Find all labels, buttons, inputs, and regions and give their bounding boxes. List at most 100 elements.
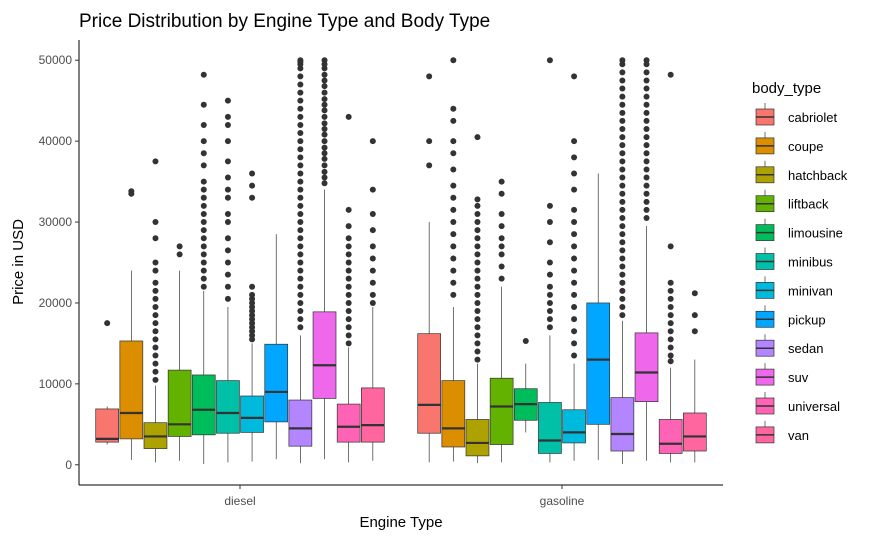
outlier-point <box>297 171 303 177</box>
outlier-point <box>152 320 158 326</box>
outlier-point <box>225 211 231 217</box>
outlier-point <box>346 324 352 330</box>
outlier-point <box>450 255 456 261</box>
legend-label: pickup <box>788 312 826 327</box>
outlier-point <box>499 276 505 282</box>
outlier-point <box>571 154 577 160</box>
outlier-point <box>547 308 553 314</box>
outlier-point <box>225 235 231 241</box>
outlier-point <box>297 276 303 282</box>
outlier-point <box>668 358 674 364</box>
outlier-point <box>474 276 480 282</box>
outlier-point <box>547 260 553 266</box>
outlier-point <box>297 260 303 266</box>
outlier-point <box>571 340 577 346</box>
box-pickup-gasoline <box>587 303 610 424</box>
outlier-point <box>201 235 207 241</box>
outlier-point <box>571 219 577 225</box>
outlier-point <box>225 296 231 302</box>
outlier-point <box>201 122 207 128</box>
outlier-point <box>346 340 352 346</box>
outlier-point <box>201 284 207 290</box>
outlier-point <box>297 284 303 290</box>
outlier-point <box>692 328 698 334</box>
outlier-point <box>619 57 625 63</box>
outlier-point <box>450 166 456 172</box>
outlier-point <box>450 268 456 274</box>
outlier-point <box>297 114 303 120</box>
outlier-point <box>201 219 207 225</box>
outlier-point <box>450 118 456 124</box>
outlier-point <box>322 83 328 89</box>
outlier-point <box>177 243 183 249</box>
outlier-point <box>644 69 650 75</box>
x-axis-title: Engine Type <box>359 514 442 531</box>
outlier-point <box>474 284 480 290</box>
box-universal-gasoline <box>659 419 682 453</box>
box-coupe-diesel <box>120 341 143 439</box>
outlier-point <box>152 361 158 367</box>
outlier-point <box>346 292 352 298</box>
outlier-point <box>668 280 674 286</box>
outlier-point <box>692 312 698 318</box>
outlier-point <box>152 304 158 310</box>
box-van-diesel <box>361 388 384 442</box>
box-minibus-diesel <box>216 381 239 434</box>
outlier-point <box>370 292 376 298</box>
outlier-point <box>619 215 625 221</box>
outlier-point <box>249 171 255 177</box>
outlier-point <box>619 77 625 83</box>
outlier-point <box>249 183 255 189</box>
outlier-point <box>619 264 625 270</box>
outlier-point <box>619 158 625 164</box>
outlier-point <box>644 77 650 83</box>
outlier-point <box>225 175 231 181</box>
legend-label: hatchback <box>788 168 848 183</box>
y-tick-label: 20000 <box>39 296 73 310</box>
outlier-point <box>152 328 158 334</box>
outlier-point <box>450 243 456 249</box>
outlier-point <box>201 138 207 144</box>
outlier-point <box>322 126 328 132</box>
outlier-point <box>644 158 650 164</box>
x-tick-label: gasoline <box>540 494 585 508</box>
outlier-point <box>450 150 456 156</box>
box-hatchback-gasoline <box>466 419 489 455</box>
outlier-point <box>644 94 650 100</box>
legend-label: coupe <box>788 139 823 154</box>
outlier-point <box>619 110 625 116</box>
outlier-point <box>249 284 255 290</box>
outlier-point <box>322 162 328 168</box>
outlier-point <box>297 90 303 96</box>
outlier-point <box>249 195 255 201</box>
outlier-point <box>225 114 231 120</box>
outlier-point <box>450 280 456 286</box>
outlier-point <box>547 272 553 278</box>
box-limousine-diesel <box>192 375 215 435</box>
outlier-point <box>619 247 625 253</box>
legend-label: limousine <box>788 226 843 241</box>
outlier-point <box>297 130 303 136</box>
box-cabriolet-gasoline <box>418 334 441 434</box>
outlier-point <box>297 308 303 314</box>
outlier-point <box>619 191 625 197</box>
outlier-point <box>152 219 158 225</box>
outlier-point <box>201 211 207 217</box>
outlier-point <box>152 268 158 274</box>
box-sedan-diesel <box>289 400 312 446</box>
outlier-point <box>619 69 625 75</box>
y-tick-label: 50000 <box>39 53 73 67</box>
outlier-point <box>322 169 328 175</box>
outlier-point <box>571 268 577 274</box>
outlier-point <box>499 251 505 257</box>
outlier-point <box>152 336 158 342</box>
outlier-point <box>668 304 674 310</box>
outlier-point <box>152 280 158 286</box>
outlier-point <box>547 239 553 245</box>
outlier-point <box>370 211 376 217</box>
outlier-point <box>297 268 303 274</box>
box-cabriolet-diesel <box>96 409 119 442</box>
outlier-point <box>297 300 303 306</box>
outlier-point <box>571 255 577 261</box>
